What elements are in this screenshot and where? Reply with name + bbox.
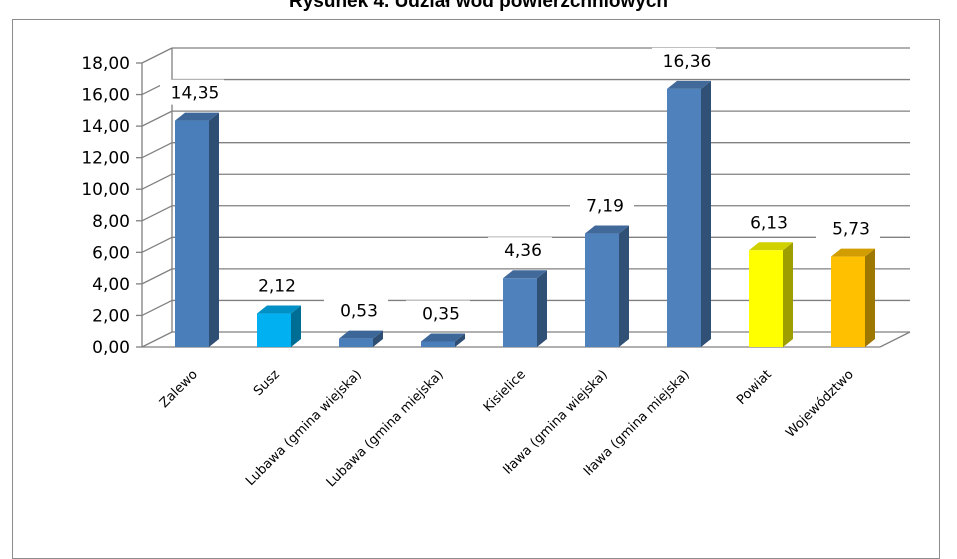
data-label: 16,36 [663, 52, 712, 72]
data-label: 6,13 [750, 213, 788, 233]
data-label-background [488, 237, 552, 263]
data-labels: 14,35 2,12 0,53 0,35 4,36 7,19 16,36 6,13 5,73 [160, 47, 880, 326]
bar-side [701, 80, 711, 348]
data-label-background [242, 272, 306, 298]
data-label-background [652, 47, 716, 73]
y-tick-label: 8,00 [92, 212, 130, 232]
y-tick-label: 6,00 [92, 243, 130, 263]
y-tick-labels: 0,00 2,00 4,00 6,00 8,00 10,00 12,00 14,00 16,00… [81, 54, 130, 358]
bar-side [209, 112, 219, 347]
bar [749, 250, 783, 347]
bars [175, 80, 875, 348]
bar-side [619, 225, 629, 347]
y-tick-label: 16,00 [81, 86, 130, 106]
bar-side [291, 305, 301, 347]
bar-top [257, 305, 301, 314]
data-label: 0,35 [422, 304, 460, 324]
x-tick-label: Powiat [734, 367, 775, 408]
bar-side [455, 333, 465, 347]
bar-side [373, 330, 383, 347]
bar-top [339, 330, 383, 339]
y-tick-label: 12,00 [81, 149, 130, 169]
x-tick-label: Susz [251, 367, 283, 399]
floor-edge [879, 331, 911, 348]
gridline-diagonal [141, 173, 173, 190]
x-tick-label: Kisielice [481, 367, 529, 415]
bar [667, 88, 701, 348]
data-label-background [406, 300, 470, 326]
gridline-diagonal [141, 331, 173, 348]
bar [831, 256, 865, 347]
y-tick-label: 0,00 [92, 338, 130, 358]
bar [257, 313, 291, 347]
bar [175, 120, 209, 347]
x-tick-label: Zalewo [157, 367, 201, 411]
bar [585, 233, 619, 347]
gridline-diagonal [141, 205, 173, 222]
bar-side [865, 248, 875, 347]
data-label: 5,73 [832, 220, 870, 240]
data-label-background [324, 297, 388, 323]
bar-top [421, 333, 465, 342]
x-tick-label: Województwo [783, 367, 857, 441]
data-label: 2,12 [258, 277, 296, 297]
data-label: 0,53 [340, 302, 378, 322]
data-label-background [734, 209, 798, 235]
data-label-background [160, 79, 224, 105]
chart-title: Rysunek 4. Udział wód powierzchniowych [288, 0, 669, 12]
y-tick-label: 10,00 [81, 180, 130, 200]
gridline-diagonal [141, 142, 173, 159]
data-label-background [570, 192, 634, 218]
bar-top [503, 270, 547, 279]
gridline-diagonal [141, 47, 173, 64]
gridline-diagonal [141, 236, 173, 253]
gridline-diagonal [141, 299, 173, 317]
y-tick-label: 14,00 [81, 117, 130, 137]
bar-top [175, 112, 219, 121]
bar-top [667, 80, 711, 89]
bar [339, 338, 373, 347]
bar [503, 278, 537, 347]
y-tick-label: 4,00 [92, 275, 130, 295]
bar-top [831, 248, 875, 257]
bar-side [783, 242, 793, 347]
data-label: 4,36 [504, 241, 542, 261]
bar [421, 341, 455, 347]
bar-chart: 14,35 2,12 0,53 0,35 4,36 7,19 16,36 6,13 5,73 0… [81, 47, 911, 490]
y-tick-label: 2,00 [92, 306, 130, 326]
gridline-diagonal [141, 110, 173, 127]
data-label: 7,19 [586, 197, 624, 217]
data-label-background [816, 215, 880, 241]
y-tick-label: 18,00 [81, 54, 130, 74]
bar-top [749, 242, 793, 251]
bar-top [585, 225, 629, 234]
bar-side [537, 270, 547, 347]
data-label: 14,35 [171, 84, 220, 104]
gridline-diagonal [141, 268, 173, 285]
